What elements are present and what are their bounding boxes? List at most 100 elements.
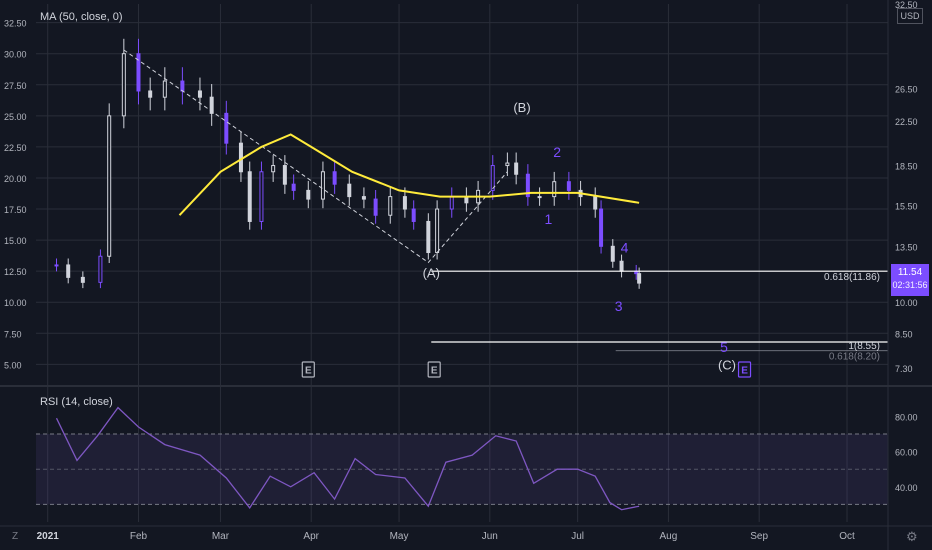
candle-body <box>320 171 325 200</box>
fib-level-label: 1(8.55) <box>848 341 880 352</box>
earnings-marker <box>737 361 752 378</box>
timezone-icon[interactable]: Z <box>12 531 19 542</box>
rsi-band <box>36 433 888 505</box>
candle-body <box>637 273 642 284</box>
x-axis-tick: Apr <box>303 531 319 542</box>
candle-body <box>80 276 85 283</box>
earnings-marker-label: E <box>741 366 748 377</box>
candle-body <box>238 142 243 173</box>
candle-body <box>271 165 276 173</box>
wave-label: 2 <box>553 144 561 160</box>
left-axis-tick: 12.50 <box>4 267 27 277</box>
x-axis-tick: Feb <box>130 531 148 542</box>
candle-body <box>505 162 510 167</box>
candle-body <box>121 53 126 117</box>
candle-body <box>593 196 598 210</box>
right-axis-tick: 8.50 <box>895 329 913 339</box>
grid-lines <box>36 4 888 522</box>
x-axis-tick: Oct <box>839 531 855 542</box>
candle-body <box>197 90 202 98</box>
chart-labels: 0.618(11.86) 1(8.55)0.618(8.20) (A) (B) 1 2 3 4… <box>301 100 880 378</box>
candle-body <box>373 198 378 216</box>
left-axis-tick: 27.50 <box>4 81 27 91</box>
wave-label: 3 <box>615 298 623 314</box>
candle-body <box>388 196 393 216</box>
earnings-marker-label: E <box>305 366 312 377</box>
candle-body <box>552 181 557 198</box>
rsi-indicator-title[interactable]: RSI (14, close) <box>40 396 113 408</box>
left-axis-tick: 15.00 <box>4 236 27 246</box>
candle-body <box>361 196 366 200</box>
candle-body <box>107 115 112 257</box>
x-axis-tick: 2021 <box>37 531 60 542</box>
right-axis-tick: 32.50 <box>895 0 918 10</box>
candle-body <box>347 183 352 198</box>
candle-body <box>449 196 454 210</box>
earnings-marker <box>301 361 315 378</box>
moving-average-line <box>178 133 640 216</box>
settings-icon[interactable]: ⚙ <box>906 529 918 544</box>
candle-body <box>136 53 141 92</box>
candle-body <box>599 208 604 247</box>
x-axis-tick: Jun <box>482 531 498 542</box>
left-axis-tick: 7.50 <box>4 329 22 339</box>
wave-dashed-line <box>123 49 508 264</box>
candle-body <box>259 171 264 222</box>
candle-body <box>306 189 311 200</box>
current-price-tag: 11.54 02:31:56 <box>891 264 929 296</box>
fib-level-label: 0.618(11.86) <box>824 272 880 283</box>
candle-body <box>619 260 624 272</box>
candle-body <box>209 96 214 114</box>
ma-indicator-title[interactable]: MA (50, close, 0) <box>40 11 123 23</box>
wave-label: 5 <box>720 339 728 355</box>
ma-50-line <box>178 133 640 216</box>
candle-body <box>610 245 615 262</box>
right-axis-tick: 26.50 <box>895 84 918 94</box>
left-axis-tick: 20.00 <box>4 174 27 184</box>
candle-body <box>435 208 440 254</box>
right-axis-tick: 15.50 <box>895 201 918 211</box>
left-axis-tick: 10.00 <box>4 298 27 308</box>
bar-countdown: 02:31:56 <box>892 280 928 290</box>
candlestick-series <box>54 38 642 289</box>
candle-body <box>332 171 337 185</box>
left-axis-tick: 22.50 <box>4 143 27 153</box>
candle-body <box>411 208 416 222</box>
candle-body <box>426 220 431 254</box>
candle-body <box>525 173 530 198</box>
candle-body <box>282 165 287 185</box>
x-axis-tick: Jul <box>571 531 584 542</box>
right-axis-tick: 22.50 <box>895 117 918 127</box>
x-axis-tick: Sep <box>750 531 768 542</box>
x-axis-tick: May <box>390 531 409 542</box>
wave-drawings <box>123 49 888 352</box>
candle-body <box>566 181 571 191</box>
rsi-axis-tick: 40.00 <box>895 483 918 493</box>
left-axis-tick: 30.00 <box>4 50 27 60</box>
left-axis-tick: 25.00 <box>4 112 27 122</box>
rsi-series-line <box>55 406 640 511</box>
candle-body <box>537 196 542 199</box>
candle-body <box>402 196 407 210</box>
x-axis-tick: Aug <box>660 531 678 542</box>
wave-label: 1 <box>544 211 552 227</box>
candle-body <box>54 264 59 267</box>
candle-body <box>98 255 103 283</box>
rsi-line <box>55 406 640 511</box>
wave-label: (C) <box>718 357 736 372</box>
currency-label[interactable]: USD <box>897 8 923 24</box>
candle-body <box>162 80 167 98</box>
earnings-marker <box>427 361 441 378</box>
right-axis-tick: 10.00 <box>895 298 918 308</box>
candle-body <box>514 162 519 175</box>
right-axis-tick: 18.50 <box>895 162 918 172</box>
candle-body <box>291 183 296 191</box>
rsi-axis-tick: 80.00 <box>895 412 918 422</box>
left-axis-tick: 5.00 <box>4 360 22 370</box>
candle-body <box>224 112 229 144</box>
candle-body <box>148 90 153 98</box>
right-axis-tick: 13.50 <box>895 242 918 252</box>
fib-level-label: 0.618(8.20) <box>829 352 880 363</box>
x-axis-tick: Mar <box>212 531 230 542</box>
